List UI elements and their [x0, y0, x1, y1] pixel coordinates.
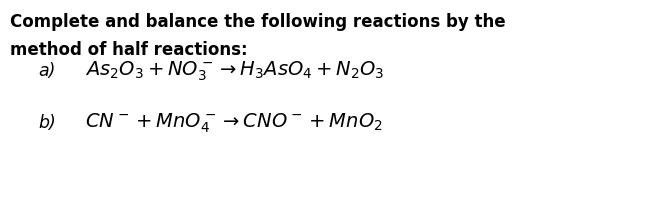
- Text: $\mathit{As}_2\mathit{O}_3 + \mathit{NO}_3^- \rightarrow \mathit{H}_3\mathit{AsO: $\mathit{As}_2\mathit{O}_3 + \mathit{NO}…: [85, 60, 384, 83]
- Text: a): a): [38, 62, 55, 81]
- Text: method of half reactions:: method of half reactions:: [10, 41, 247, 60]
- Text: b): b): [38, 115, 56, 132]
- Text: Complete and balance the following reactions by the: Complete and balance the following react…: [10, 13, 506, 31]
- Text: $\mathit{CN}^- + \mathit{MnO}_4^- \rightarrow \mathit{CNO}^- + \mathit{MnO}_2$: $\mathit{CN}^- + \mathit{MnO}_4^- \right…: [85, 112, 383, 135]
